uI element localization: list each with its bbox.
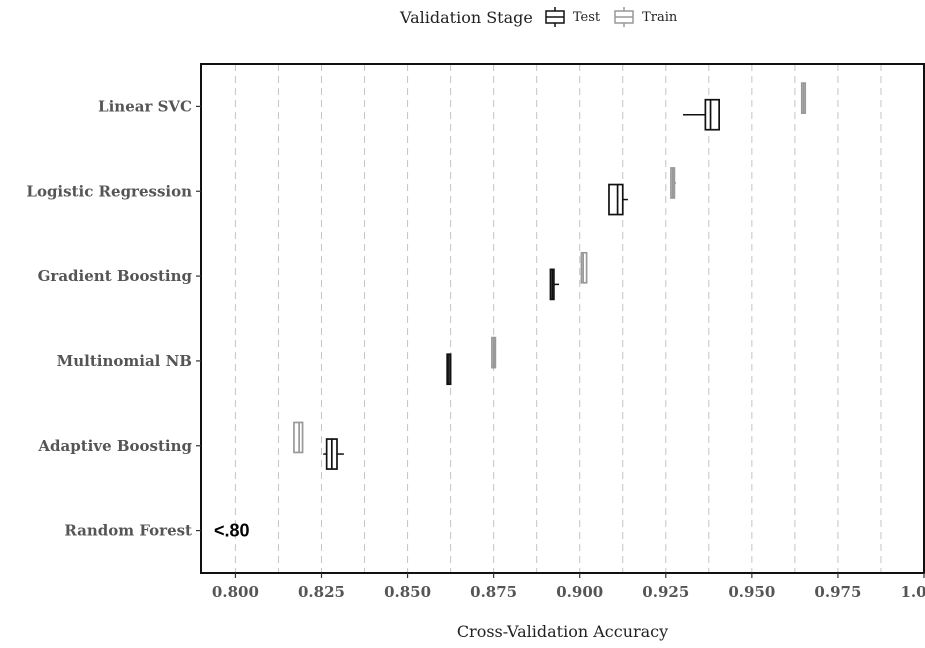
x-tick-label: 0.850 (384, 583, 431, 601)
box-test (704, 98, 721, 131)
y-category-label: Multinomial NB (57, 352, 192, 370)
box-train (580, 251, 588, 284)
x-axis-title: Cross-Validation Accuracy (457, 622, 668, 641)
y-category-label: Adaptive Boosting (37, 437, 192, 455)
panel-border (200, 63, 925, 574)
y-category-label: Gradient Boosting (38, 267, 193, 285)
legend-title: Validation Stage (400, 7, 533, 27)
x-tick-label: 0.825 (298, 583, 345, 601)
y-category-label: Random Forest (64, 522, 192, 540)
x-tick-label: 0.900 (556, 583, 603, 601)
legend-key-train (614, 7, 634, 27)
legend: Validation Stage Test Train (400, 6, 689, 28)
legend-label-train: Train (642, 9, 678, 25)
y-category-label: Logistic Regression (26, 182, 192, 200)
box-test (608, 183, 624, 216)
y-category-label: Linear SVC (98, 97, 192, 115)
x-tick-label: 0.875 (470, 583, 517, 601)
x-tick-label: 0.950 (728, 583, 775, 601)
x-tick-label: 0.800 (212, 583, 259, 601)
legend-key-test (545, 7, 565, 27)
x-tick-label: 0.975 (814, 583, 861, 601)
box-train (293, 421, 304, 454)
x-tick-label: 0.925 (642, 583, 689, 601)
annotation-text: <.80 (214, 521, 250, 541)
x-tick-label: 1.000 (901, 583, 925, 601)
legend-label-test: Test (572, 9, 601, 25)
legend-item-test: Test (543, 6, 600, 28)
legend-item-train: Train (612, 6, 677, 28)
